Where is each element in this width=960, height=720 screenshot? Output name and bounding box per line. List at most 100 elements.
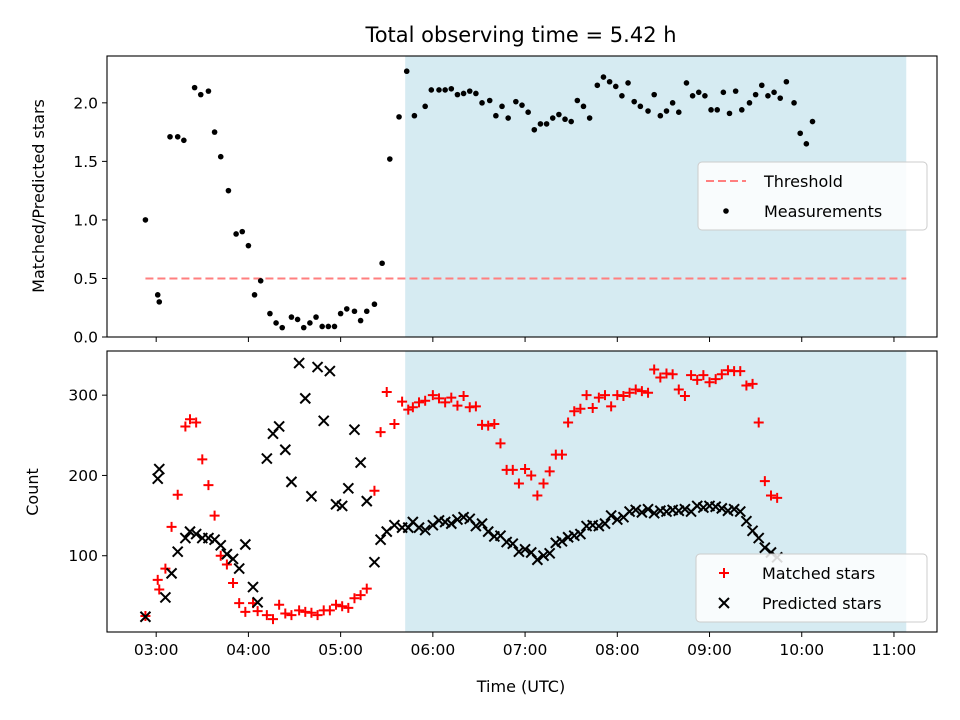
data-point	[422, 103, 428, 110]
data-point	[331, 323, 338, 330]
data-point	[268, 614, 278, 625]
data-point	[184, 525, 196, 538]
data-point	[288, 314, 295, 320]
data-point	[247, 581, 259, 593]
data-point	[458, 390, 469, 401]
data-point	[228, 578, 239, 589]
data-point	[611, 513, 624, 526]
data-point	[692, 374, 703, 385]
data-point	[624, 387, 635, 398]
legend-swatch	[718, 597, 730, 609]
series-matched-stars	[140, 364, 783, 625]
data-point	[354, 456, 367, 469]
data-point	[486, 97, 493, 104]
data-point	[273, 420, 285, 433]
data-point	[630, 504, 642, 516]
data-point	[379, 260, 385, 267]
data-point	[470, 520, 482, 532]
data-point	[273, 320, 279, 326]
data-point	[436, 87, 442, 93]
data-point	[414, 397, 425, 408]
data-point	[375, 427, 386, 438]
data-point	[190, 528, 202, 540]
data-point	[648, 507, 660, 519]
data-point	[734, 505, 746, 518]
data-point	[495, 438, 506, 449]
data-point	[594, 82, 601, 89]
data-point	[520, 464, 531, 475]
data-point	[251, 292, 258, 298]
data-point	[476, 517, 488, 530]
data-point	[686, 370, 697, 381]
data-point	[649, 364, 660, 375]
data-point	[209, 510, 220, 521]
data-point	[606, 401, 617, 412]
data-point	[251, 596, 264, 609]
data-point	[181, 137, 187, 144]
data-point	[286, 610, 297, 621]
data-point	[299, 392, 311, 405]
data-point	[667, 369, 678, 380]
data-point	[519, 102, 525, 108]
data-point	[791, 100, 797, 106]
data-point	[307, 320, 313, 326]
data-point	[215, 539, 227, 551]
data-point	[174, 133, 181, 140]
data-point	[683, 80, 690, 86]
data-point	[574, 528, 587, 540]
data-point	[217, 153, 224, 160]
data-point	[294, 605, 305, 616]
data-point	[349, 593, 360, 604]
legend-frame	[695, 553, 928, 623]
data-point	[403, 68, 410, 75]
data-point	[179, 532, 192, 544]
legend-swatch	[719, 568, 729, 578]
data-point	[797, 130, 804, 137]
x-tick-label: 07:00	[503, 641, 548, 659]
legend: Matched stars Predicted stars	[695, 553, 928, 623]
data-point	[180, 421, 191, 432]
data-point	[702, 93, 708, 99]
data-point	[428, 87, 435, 93]
data-point	[343, 306, 350, 312]
legend: Threshold Measurements	[697, 161, 928, 231]
data-point	[537, 121, 544, 127]
data-point	[342, 482, 355, 494]
axes-frame	[106, 55, 938, 338]
data-point	[599, 517, 611, 530]
data-point	[257, 278, 264, 284]
data-point	[771, 89, 777, 96]
data-point	[580, 103, 587, 110]
data-point	[331, 599, 342, 610]
data-point	[191, 84, 198, 91]
data-point	[185, 414, 195, 425]
data-point	[593, 392, 604, 403]
data-point	[211, 129, 218, 135]
data-point	[239, 538, 252, 551]
y-tick-label: 1.5	[73, 153, 98, 171]
data-point	[809, 118, 816, 125]
bottom-y-axis-label: Count	[23, 468, 42, 516]
data-point	[525, 109, 531, 115]
data-point	[663, 108, 670, 114]
data-point	[581, 390, 592, 401]
data-point	[505, 115, 511, 121]
data-point	[714, 107, 721, 113]
data-point	[777, 95, 784, 101]
data-point	[371, 301, 378, 308]
data-point	[205, 88, 212, 94]
data-point	[374, 533, 387, 546]
data-point	[343, 602, 354, 613]
data-point	[738, 107, 745, 113]
chart-title: Total observing time = 5.42 h	[364, 23, 676, 47]
data-point	[732, 88, 739, 94]
x-tick-label: 11:00	[872, 641, 917, 659]
data-point	[460, 90, 467, 97]
data-point	[234, 598, 245, 609]
x-tick-label: 04:00	[226, 641, 271, 659]
data-point	[728, 503, 740, 515]
top-panel: 0.0 0.5 1.0 1.5 2.0 Threshold Measurements	[73, 55, 938, 347]
data-point	[710, 374, 721, 385]
y-tick-label: 300	[68, 387, 98, 405]
data-point	[293, 357, 305, 369]
